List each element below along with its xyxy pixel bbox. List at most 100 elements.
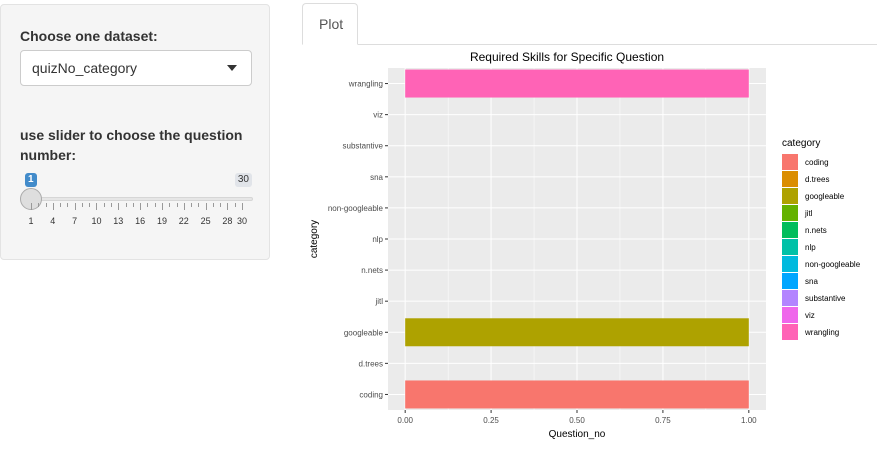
slider-tick [140,203,142,210]
y-axis-title: category [309,220,320,258]
legend-label: coding [805,158,829,167]
slider-tick [191,203,193,207]
y-tick-label: viz [373,111,383,120]
legend-key [782,171,798,187]
slider-tick [154,203,156,207]
y-tick-label: jitl [374,297,383,306]
slider-tick [176,203,178,207]
legend-key [782,324,798,340]
slider-tick [31,203,32,210]
tab-plot-label: Plot [319,16,344,32]
tab-plot[interactable]: Plot [302,3,358,45]
legend-label: googleable [805,192,845,201]
y-tick-label: substantive [343,142,384,151]
dataset-select-value: quizNo_category [32,60,138,76]
x-axis-title: Question_no [549,429,606,440]
slider-track[interactable] [31,197,253,201]
slider-tick [212,203,214,207]
x-tick-label: 0.75 [655,416,671,425]
legend-key [782,222,798,238]
legend-key [782,239,798,255]
y-tick-label: n.nets [361,266,383,275]
slider-tick [111,203,113,207]
x-tick-label: 0.50 [569,416,585,425]
legend-label: d.trees [805,175,829,184]
slider-tick [118,203,120,210]
slider-tick [89,203,91,207]
slider-tick [161,203,163,210]
slider-tick-label: 28 [222,216,233,226]
slider-tick [103,203,105,207]
dataset-label: Choose one dataset: [20,28,158,44]
legend-key [782,154,798,170]
slider-value-badge: 1 [25,173,37,187]
skills-bar-chart: Required Skills for Specific Question cod… [309,50,861,440]
legend-key [782,273,798,289]
legend-key [782,256,798,272]
y-tick-label: sna [370,173,383,182]
slider-tick [125,203,127,207]
y-tick-label: non-googleable [328,204,384,213]
slider-tick [132,203,134,207]
slider-tick [227,203,229,210]
legend-label: viz [805,311,815,320]
slider-tick-label: 22 [178,216,189,226]
legend-title: category [782,138,820,149]
slider-tick [205,203,207,210]
legend-label: nlp [805,243,816,252]
legend-label: non-googleable [805,260,861,269]
chart-title: Required Skills for Specific Question [470,50,664,64]
y-tick-label: d.trees [359,359,383,368]
slider-tick-label: 1 [28,216,34,226]
slider-tick-label: 4 [50,216,56,226]
slider-tick-label: 25 [200,216,211,226]
caret-down-icon [227,65,237,71]
y-tick-label: coding [359,390,383,399]
slider-tick-label: 13 [113,216,124,226]
y-tick-label: googleable [344,328,384,337]
slider-tick-label: 7 [72,216,78,226]
legend-key [782,188,798,204]
slider-tick [147,203,149,207]
slider-tick-label: 19 [156,216,167,226]
bar-coding [405,380,749,409]
slider-label-line2: number: [20,147,76,163]
tabs-border [302,44,877,45]
bar-wrangling [405,69,749,98]
slider-tick [242,203,243,210]
slider-label-line1: use slider to choose the question [20,127,243,143]
legend-key [782,205,798,221]
slider-tick-label: 16 [135,216,146,226]
legend-key [782,307,798,323]
slider-tick [198,203,200,207]
y-tick-label: nlp [372,235,383,244]
slider-tick [220,203,222,207]
slider-tick-label: 10 [91,216,102,226]
legend-label: wrangling [804,328,839,337]
x-tick-label: 0.00 [397,416,413,425]
question-slider[interactable]: 1 30 1 4 7 10 13 16 19 22 25 28 30 [20,171,256,231]
slider-tick [81,203,83,207]
slider-tick [169,203,171,207]
legend-label: jitl [804,209,813,218]
slider-tick [52,203,54,210]
legend-label: sna [805,277,818,286]
slider-tick [38,203,40,207]
slider-tick [183,203,185,210]
dataset-select[interactable]: quizNo_category [20,50,252,86]
slider-tick-label: 30 [236,216,248,226]
legend-key [782,290,798,306]
bar-googleable [405,318,749,347]
slider-tick [234,203,236,207]
slider-tick [96,203,98,210]
legend-label: n.nets [805,226,827,235]
x-tick-label: 0.25 [483,416,499,425]
legend-label: substantive [805,294,846,303]
x-tick-label: 1.00 [741,416,757,425]
slider-ticks: 1 4 7 10 13 16 19 22 25 28 30 [20,203,256,231]
sidebar-panel: Choose one dataset: quizNo_category use … [0,4,270,260]
y-tick-label: wrangling [348,80,383,89]
slider-tick [45,203,47,207]
slider-max-badge: 30 [234,173,252,187]
slider-tick [67,203,69,207]
